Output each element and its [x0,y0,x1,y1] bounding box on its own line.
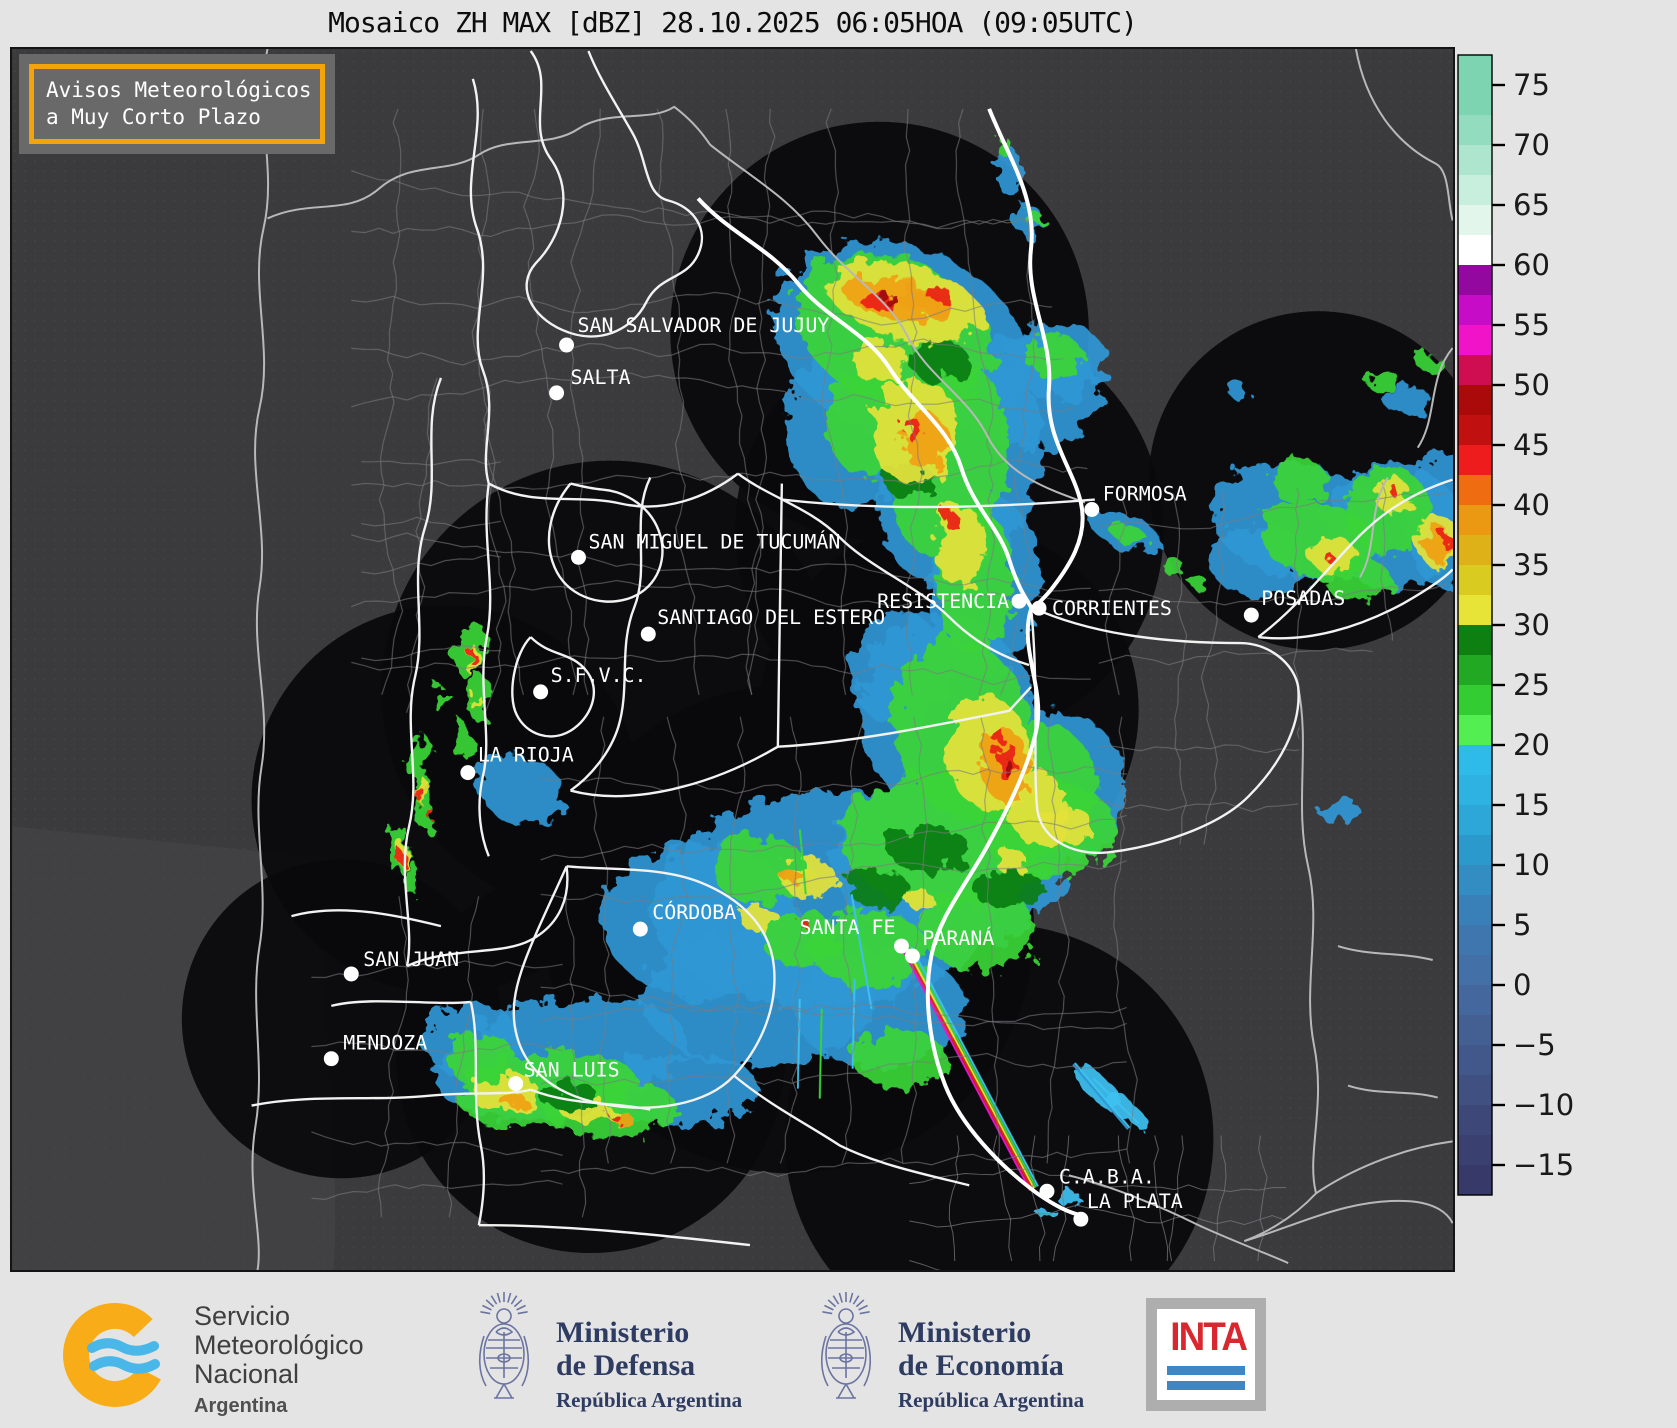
colorbar-tick-label: −10 [1513,1088,1574,1122]
city-label: SALTA [571,366,631,389]
city-label: LA PLATA [1087,1190,1183,1213]
smn-name-2: Meteorológico [194,1330,364,1360]
colorbar-tick-label: 5 [1513,908,1531,942]
colorbar-tick-label: 10 [1513,848,1550,882]
colorbar-tick-label: 50 [1513,368,1550,402]
inta-label: INTA [1170,1315,1248,1359]
colorbar-tick-label: 15 [1513,788,1550,822]
colorbar-tick-label: 35 [1513,548,1550,582]
radar-map: SAN SALVADOR DE JUJUY SALTA SAN MIGUEL DE … [10,47,1455,1272]
city-label: SAN JUAN [363,948,459,971]
colorbar-tick-label: −15 [1513,1148,1574,1182]
city-label: SANTA FE [800,916,896,939]
inta-bar [1167,1381,1245,1390]
city-markers: SAN SALVADOR DE JUJUY SALTA SAN MIGUEL DE … [323,314,1345,1227]
city-dot [893,938,909,954]
smn-name-1: Servicio [194,1301,291,1331]
economia-line2: de Economía [898,1349,1064,1382]
warning-line2: a Muy Corto Plazo [46,105,261,129]
radar-map-canvas: SAN SALVADOR DE JUJUY SALTA SAN MIGUEL DE … [12,49,1453,1270]
colorbar-tick-label: 70 [1513,128,1550,162]
country-borders [251,49,1453,1270]
economia-logo: Ministerio de Economía República Argenti… [812,1286,1084,1418]
city-dot [559,337,575,353]
colorbar-tick-label: 20 [1513,728,1550,762]
city-label: C.A.B.A. [1059,1165,1155,1188]
city-dot [1039,1183,1055,1199]
city-dot [904,948,920,964]
city-label: LA RIOJA [478,744,574,767]
city-dot [1031,600,1047,616]
city-dot [1073,1211,1089,1227]
interference-spikes [796,829,1140,1191]
smn-logo: Servicio Meteorológico Nacional Argentin… [62,1296,364,1421]
coat-of-arms-icon [820,1292,872,1399]
colorbar-tick-label: 25 [1513,668,1550,702]
city-label: MENDOZA [343,1032,427,1055]
footer: Servicio Meteorológico Nacional Argentin… [0,1272,1677,1428]
city-label: SAN LUIS [524,1059,620,1082]
city-label: FORMOSA [1103,483,1187,506]
defensa-line3: República Argentina [556,1388,743,1412]
city-label: SANTIAGO DEL ESTERO [657,606,885,629]
colorbar-tick-label: 60 [1513,248,1550,282]
defensa-logo: Ministerio de Defensa República Argentin… [470,1286,742,1418]
city-dot [640,626,656,642]
warning-line1: Avisos Meteorológicos [46,78,312,102]
coat-of-arms-icon [478,1292,530,1399]
city-dot [343,966,359,982]
city-label: SAN MIGUEL DE TUCUMÁN [588,530,840,553]
product-title: Mosaico ZH MAX [dBZ] 28.10.2025 06:05HOA… [328,6,1138,39]
smn-logo-icon [62,1303,167,1407]
city-dot [508,1076,524,1092]
smn-name-3: Nacional [194,1359,300,1389]
defensa-line2: de Defensa [556,1349,696,1382]
colorbar-tick-label: 30 [1513,608,1550,642]
city-dot [1243,607,1259,623]
city-label: PARANÁ [922,927,994,950]
defensa-line1: Ministerio [556,1316,690,1349]
city-dot [1011,593,1027,609]
city-dot [1084,502,1100,517]
city-dot [460,765,476,781]
economia-line1: Ministerio [898,1316,1032,1349]
city-label: POSADAS [1261,587,1345,610]
inta-bar [1167,1366,1245,1375]
city-dot [632,921,648,937]
city-dot [533,684,549,700]
colorbar-tick-label: 65 [1513,188,1550,222]
warning-banner[interactable]: Avisos Meteorológicos a Muy Corto Plazo [19,54,335,154]
city-label: CORRIENTES [1052,597,1172,620]
city-dot [549,385,565,401]
colorbar-tick-label: 75 [1513,68,1550,102]
colorbar-tick-label: 55 [1513,308,1550,342]
city-label: CÓRDOBA [652,900,736,924]
inta-logo: INTA [1146,1298,1266,1411]
economia-line3: República Argentina [898,1388,1085,1412]
colorbar-tick-label: −5 [1513,1028,1556,1062]
colorbar-tick-label: 40 [1513,488,1550,522]
city-label: SAN SALVADOR DE JUJUY [578,314,830,337]
city-label: RESISTENCIA [877,590,1009,613]
province-borders [251,50,1453,1247]
smn-name-4: Argentina [194,1395,288,1417]
colorbar-tick-label: 0 [1513,968,1531,1002]
city-label: S.F.V.C. [551,664,647,687]
city-dot [571,549,586,565]
colorbar-tick-label: 45 [1513,428,1550,462]
city-dot [323,1051,339,1067]
